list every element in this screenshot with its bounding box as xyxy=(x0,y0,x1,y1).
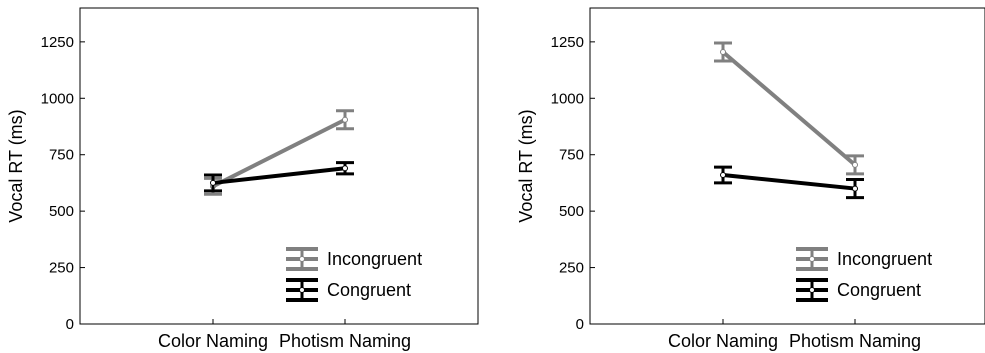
legend-label-congruent: Congruent xyxy=(837,280,921,300)
x-tick-label: Color Naming xyxy=(158,331,268,351)
y-tick-label: 750 xyxy=(49,147,74,164)
y-tick-label: 750 xyxy=(559,147,584,164)
legend-key-incongruent xyxy=(796,247,828,271)
y-tick-label: 1000 xyxy=(551,90,584,107)
data-point-congruent xyxy=(210,179,216,186)
x-tick-label: Photism Naming xyxy=(789,331,921,351)
series-line-congruent xyxy=(212,166,346,185)
y-axis-label: Vocal RT (ms) xyxy=(6,109,26,222)
legend-marker xyxy=(809,287,815,293)
legend-marker xyxy=(809,256,815,262)
y-tick-label: 1250 xyxy=(551,34,584,51)
y-tick-label: 500 xyxy=(559,203,584,220)
plot-area-frame xyxy=(79,7,479,325)
y-tick-label: 250 xyxy=(559,260,584,277)
legend-label-incongruent: Incongruent xyxy=(837,249,932,269)
legend-label-incongruent: Incongruent xyxy=(327,249,422,269)
legend-marker xyxy=(299,256,305,262)
legend-key-congruent xyxy=(286,278,318,302)
x-tick-label: Photism Naming xyxy=(279,331,411,351)
x-tick-label: Color Naming xyxy=(668,331,778,351)
series-congruent xyxy=(204,161,354,193)
legend-marker xyxy=(299,287,305,293)
legend-key-incongruent xyxy=(286,247,318,271)
chart-panel-1: 0 250 500 750 1000 1250 Vocal RT (ms) Color Nam… xyxy=(6,7,479,351)
data-point-congruent xyxy=(852,185,858,192)
y-tick-label: 1000 xyxy=(41,90,74,107)
data-point-congruent xyxy=(342,165,348,172)
y-tick-label: 1250 xyxy=(41,34,74,51)
series-line-incongruent xyxy=(721,50,857,167)
legend: Incongruent Congruent xyxy=(796,247,932,302)
plot-area-frame xyxy=(589,7,985,325)
data-point-incongruent xyxy=(720,49,726,56)
series-line-incongruent xyxy=(212,117,346,189)
data-point-incongruent xyxy=(342,116,348,123)
y-tick-label: 0 xyxy=(66,316,74,333)
series-congruent xyxy=(714,165,864,200)
y-axis-label: Vocal RT (ms) xyxy=(516,109,536,222)
series-incongruent xyxy=(714,41,864,176)
legend-key-congruent xyxy=(796,278,828,302)
legend-label-congruent: Congruent xyxy=(327,280,411,300)
data-point-incongruent xyxy=(852,161,858,168)
y-tick-label: 500 xyxy=(49,203,74,220)
chart-panel-2: 0 250 500 750 1000 1250 Vocal RT (ms) Color Nam… xyxy=(516,7,985,351)
y-tick-label: 250 xyxy=(49,260,74,277)
series-line-congruent xyxy=(722,173,856,191)
legend: Incongruent Congruent xyxy=(286,247,422,302)
data-point-congruent xyxy=(720,172,726,179)
y-tick-label: 0 xyxy=(576,316,584,333)
